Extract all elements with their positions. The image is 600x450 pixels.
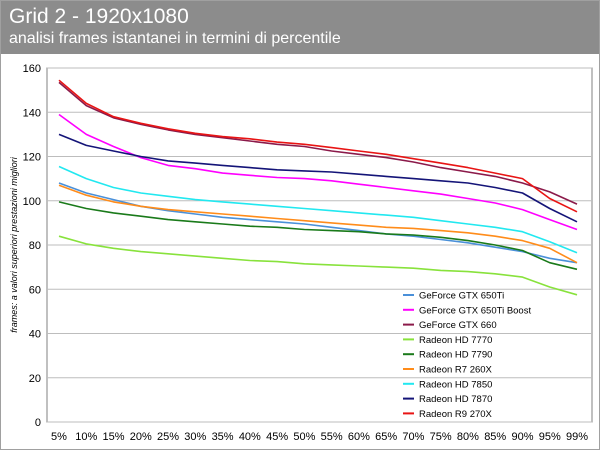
- series-line: [58, 79, 578, 213]
- series-line: [58, 235, 578, 296]
- x-tick-label: 45%: [266, 431, 288, 443]
- y-tick-label: 160: [23, 63, 41, 75]
- y-tick-label: 80: [29, 240, 41, 252]
- legend-label: Radeon HD 7850: [419, 379, 492, 390]
- y-tick-label: 20: [29, 373, 41, 385]
- legend-label: Radeon R7 260X: [419, 365, 493, 376]
- x-tick-label: 90%: [511, 431, 533, 443]
- x-tick-label: 40%: [239, 431, 261, 443]
- y-tick-label: 60: [29, 284, 41, 296]
- chart-subtitle: analisi frames istantanei in termini di …: [9, 30, 341, 47]
- y-tick-label: 40: [29, 329, 41, 341]
- legend-label: Radeon R9 270X: [419, 409, 493, 420]
- chart-header: Grid 2 - 1920x1080 analisi frames istant…: [1, 1, 599, 54]
- series-line: [58, 113, 578, 231]
- y-axis-label: frames: a valori superiori prestazioni m…: [9, 156, 19, 333]
- series-line: [58, 201, 578, 271]
- x-tick-label: 30%: [184, 431, 206, 443]
- legend-label: Radeon HD 7770: [419, 335, 492, 346]
- x-tick-label: 70%: [402, 431, 424, 443]
- x-tick-label: 75%: [430, 431, 452, 443]
- y-tick-label: 0: [35, 417, 41, 429]
- legend-label: Radeon HD 7870: [419, 394, 492, 405]
- legend-label: GeForce GTX 650Ti: [419, 291, 504, 302]
- x-tick-label: 95%: [539, 431, 561, 443]
- x-tick-label: 50%: [293, 431, 315, 443]
- x-tick-label: 25%: [157, 431, 179, 443]
- series-line: [58, 184, 578, 264]
- series-line: [58, 81, 578, 205]
- y-tick-label: 120: [23, 152, 41, 164]
- series-line: [58, 133, 578, 223]
- x-tick-label: 99%: [566, 431, 588, 443]
- legend-label: GeForce GTX 660: [419, 320, 497, 331]
- x-tick-label: 5%: [51, 431, 67, 443]
- x-tick-label: 85%: [484, 431, 506, 443]
- x-tick-label: 15%: [103, 431, 125, 443]
- x-tick-label: 35%: [212, 431, 234, 443]
- x-tick-label: 55%: [321, 431, 343, 443]
- series-line: [58, 165, 578, 254]
- y-tick-label: 140: [23, 107, 41, 119]
- y-tick-label: 100: [23, 196, 41, 208]
- legend-label: GeForce GTX 650Ti Boost: [419, 305, 531, 316]
- x-tick-label: 10%: [75, 431, 97, 443]
- x-tick-label: 80%: [457, 431, 479, 443]
- x-tick-label: 65%: [375, 431, 397, 443]
- chart-title: Grid 2 - 1920x1080: [9, 5, 189, 28]
- x-tick-label: 20%: [130, 431, 152, 443]
- x-tick-label: 60%: [348, 431, 370, 443]
- legend-label: Radeon HD 7790: [419, 350, 492, 361]
